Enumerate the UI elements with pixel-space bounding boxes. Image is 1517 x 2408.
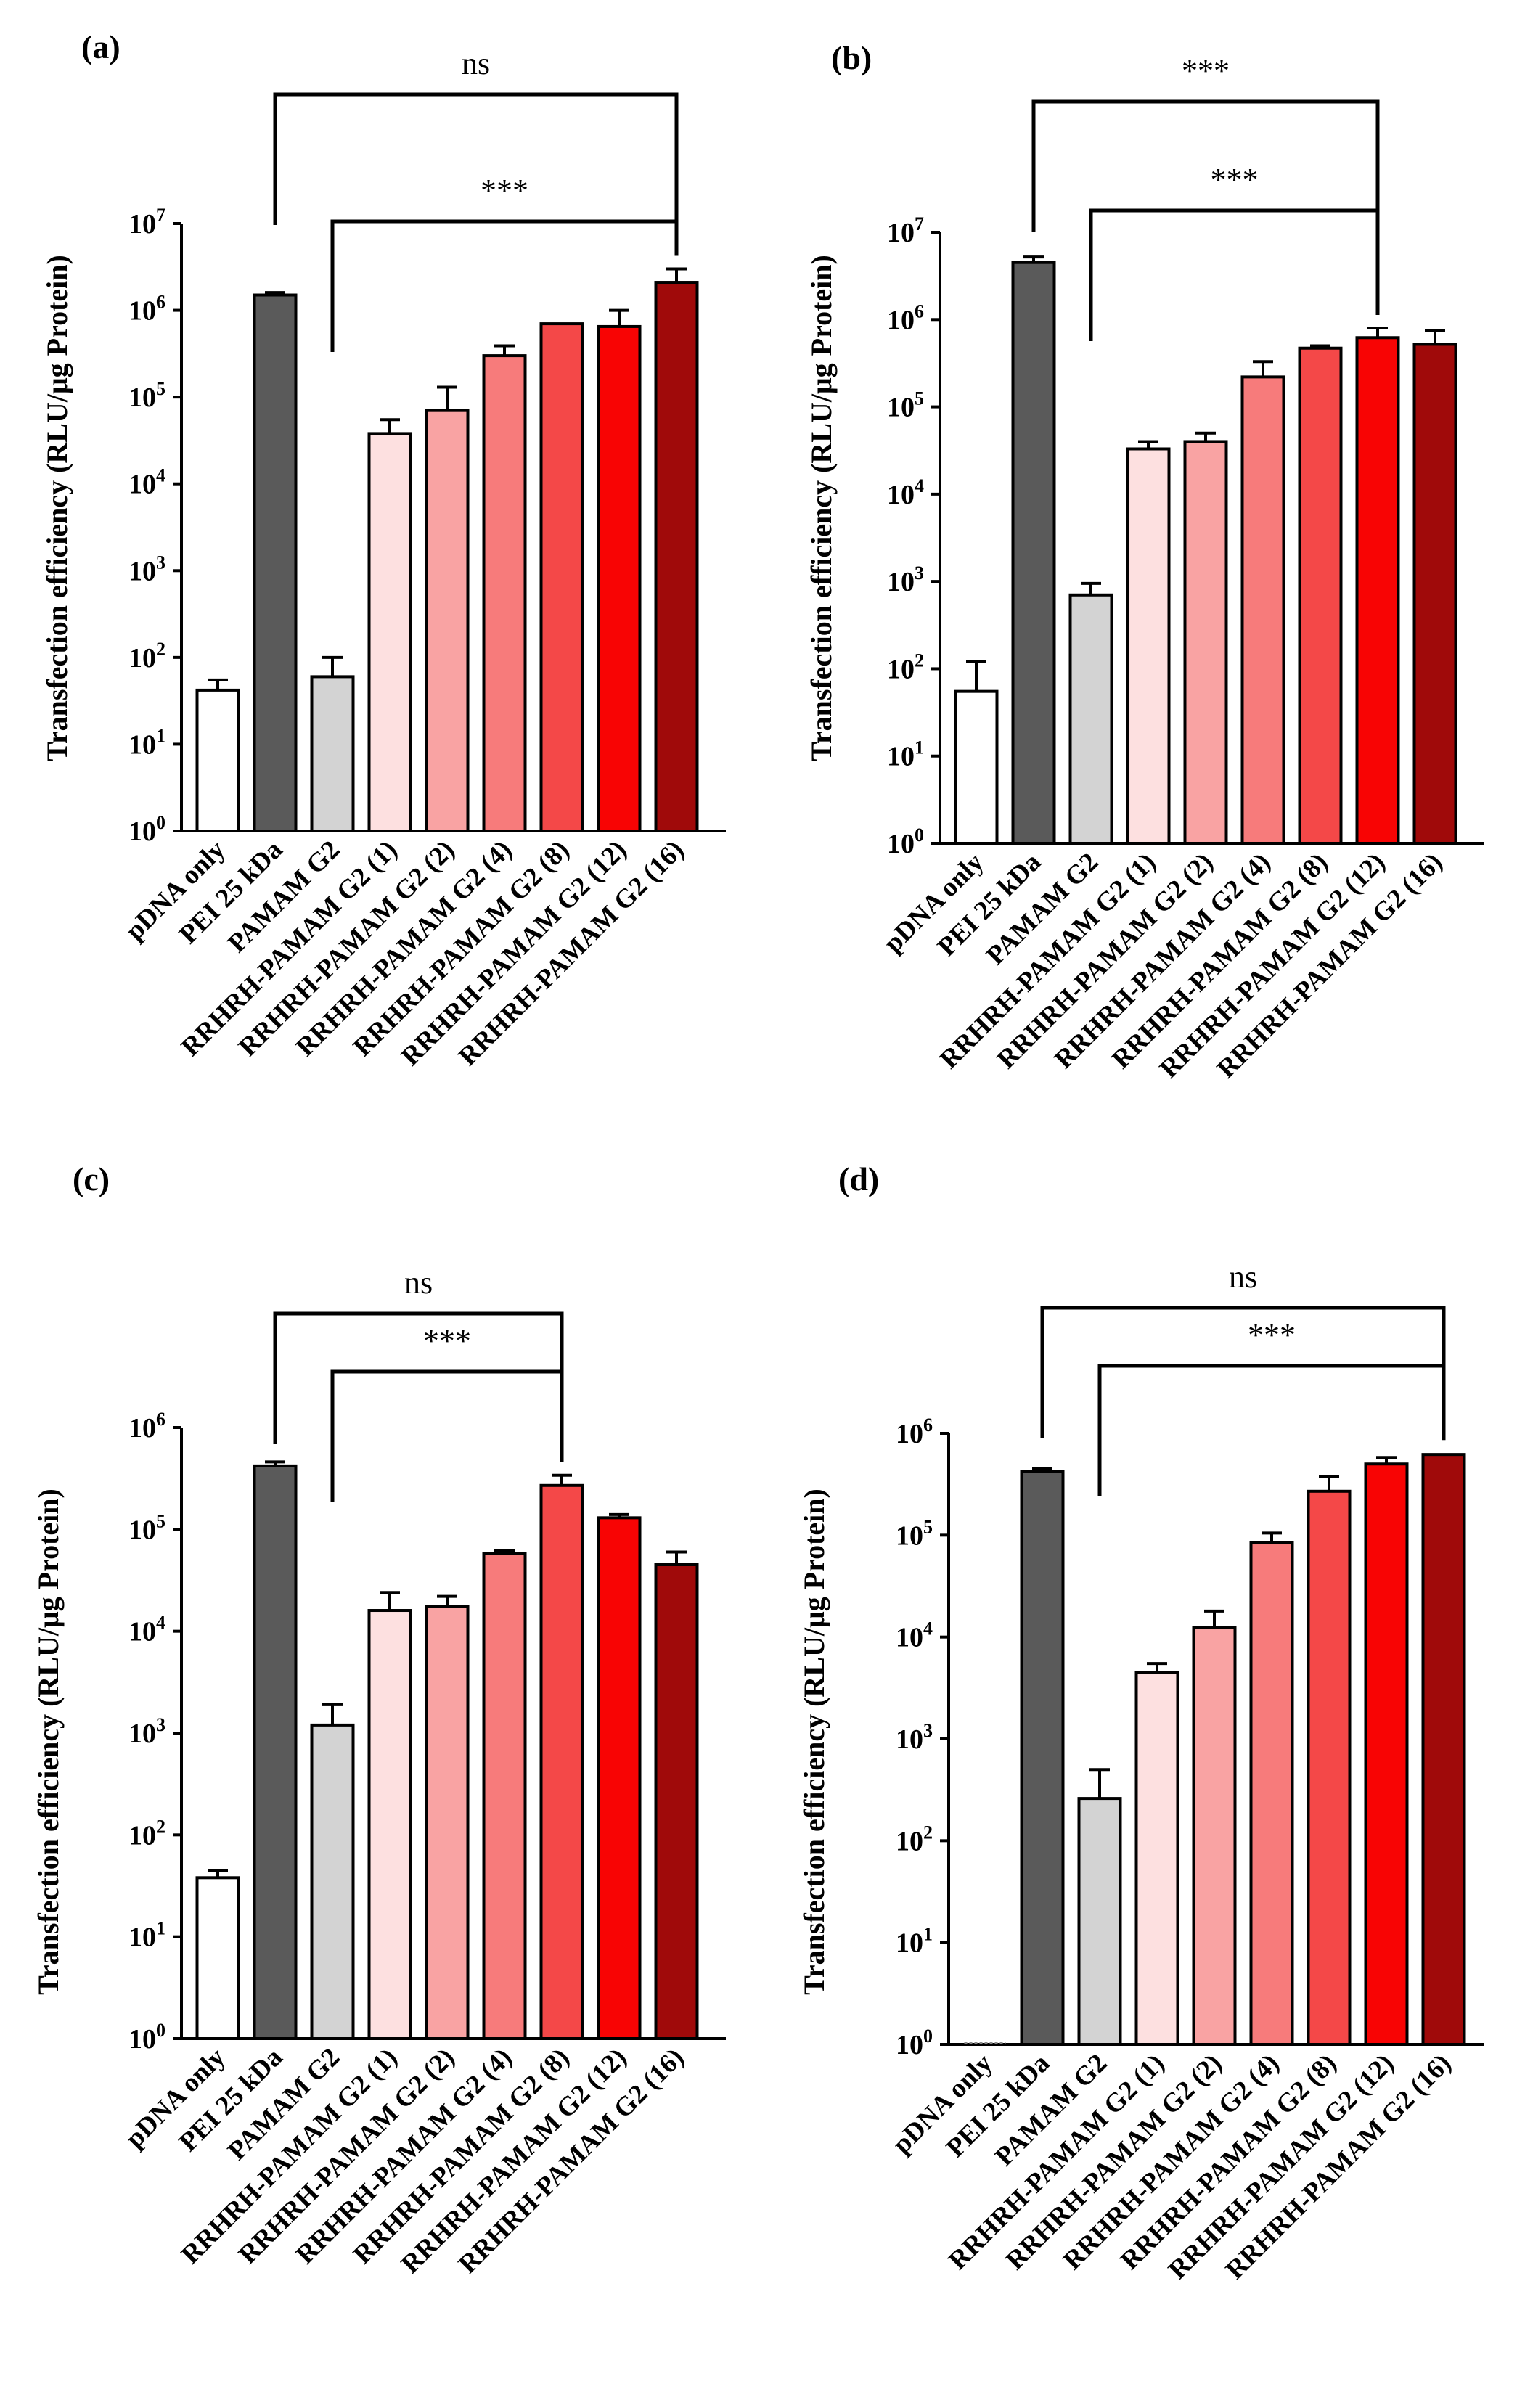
significance-bracket: [273, 92, 679, 225]
chart-svg: (c) Transfection efficiency (RLU/μg Prote…: [32, 1160, 726, 2280]
y-tick-label: 103: [896, 1720, 933, 1755]
y-tick-label: 104: [128, 1613, 165, 1647]
panel-label: (d): [838, 1160, 879, 1197]
y-tick-label: 106: [896, 1414, 933, 1449]
significance-label: ***: [423, 1323, 471, 1359]
y-tick-label: 106: [128, 292, 165, 327]
bar: [253, 293, 298, 832]
bar: [539, 322, 584, 833]
y-tick-label: 100: [887, 824, 924, 859]
bar: [654, 1563, 699, 2040]
y-tick-label: 104: [128, 465, 165, 500]
y-tick-label: 107: [887, 213, 924, 248]
bar: [1183, 440, 1228, 845]
bar: [1020, 1470, 1065, 2047]
y-tick-label: 102: [896, 1822, 933, 1856]
bar: [310, 1723, 355, 2040]
y-tick-label: 101: [128, 1918, 165, 1953]
chart-svg: (a) Transfection efficiency (RLU/μg Prote…: [41, 28, 726, 1072]
y-tick-label: 105: [128, 1510, 165, 1545]
bar: [1068, 593, 1113, 845]
panel-c-chart: (c) Transfection efficiency (RLU/μg Prote…: [0, 1139, 758, 2408]
bar: [654, 281, 699, 832]
bar: [1364, 1462, 1409, 2046]
y-tick-label: 104: [887, 475, 924, 510]
y-axis-label: Transfection efficiency (RLU/μg Protein): [41, 255, 73, 761]
y-tick-label: 101: [896, 1924, 933, 1959]
y-tick-label: 103: [128, 1714, 165, 1749]
y-tick-label: 105: [896, 1516, 933, 1551]
bar: [310, 675, 355, 832]
significance-bracket: [330, 219, 679, 352]
panel-b-chart: (b) Transfection efficiency (RLU/μg Prote…: [758, 0, 1517, 1139]
bar: [367, 432, 412, 832]
panel-label: (b): [831, 39, 872, 76]
significance-label: ***: [1211, 162, 1259, 197]
panel-a-chart: (a) Transfection efficiency (RLU/μg Prote…: [0, 0, 758, 1139]
y-tick-label: 102: [128, 639, 165, 673]
significance-bracket: [330, 1369, 564, 1502]
bar: [367, 1609, 412, 2040]
chart-svg: (b) Transfection efficiency (RLU/μg Prote…: [805, 39, 1484, 1084]
bar: [597, 1516, 642, 2040]
bar: [1240, 375, 1285, 845]
y-tick-label: 103: [887, 562, 924, 597]
bar: [1307, 1489, 1352, 2046]
bar: [482, 1552, 527, 2040]
significance-label: ***: [481, 173, 528, 208]
bar: [195, 688, 240, 832]
y-axis-label: Transfection efficiency (RLU/μg Protein): [32, 1488, 65, 1995]
bar: [195, 1876, 240, 2041]
bar: [253, 1464, 298, 2041]
y-tick-label: 100: [128, 812, 165, 847]
y-tick-label: 106: [128, 1409, 165, 1443]
panel-label: (a): [81, 28, 120, 65]
bar: [597, 324, 642, 832]
y-tick-label: 105: [128, 378, 165, 413]
y-axis-label: Transfection efficiency (RLU/μg Protein): [798, 1488, 830, 1995]
panel-d-chart: (d) Transfection efficiency (RLU/μg Prote…: [758, 1139, 1517, 2408]
significance-bracket: [273, 1311, 564, 1444]
bar: [1249, 1541, 1294, 2046]
significance-bracket: [1089, 208, 1380, 341]
bar: [1077, 1797, 1122, 2046]
y-tick-label: 105: [887, 388, 924, 423]
y-tick-label: 107: [128, 205, 165, 239]
bar: [539, 1483, 584, 2040]
bar: [1421, 1453, 1466, 2047]
bar: [1126, 447, 1171, 845]
significance-label: ***: [1248, 1317, 1296, 1353]
bar: [425, 409, 470, 832]
bar: [954, 689, 999, 845]
significance-bracket: [1097, 1364, 1446, 1496]
bar: [1412, 343, 1457, 845]
y-tick-label: 104: [896, 1618, 933, 1653]
bar: [1192, 1626, 1237, 2046]
y-tick-label: 102: [887, 650, 924, 684]
bar: [1011, 261, 1056, 845]
bar: [1134, 1671, 1179, 2046]
significance-label: ns: [404, 1265, 433, 1301]
significance-bracket: [1040, 1306, 1446, 1438]
bar: [425, 1605, 470, 2040]
y-axis-label: Transfection efficiency (RLU/μg Protein): [805, 255, 838, 761]
y-tick-label: 103: [128, 552, 165, 586]
significance-label: ns: [462, 46, 490, 81]
bar: [1298, 346, 1343, 845]
y-tick-label: 101: [128, 725, 165, 760]
chart-svg: (d) Transfection efficiency (RLU/μg Prote…: [798, 1160, 1484, 2285]
significance-label: ***: [1182, 53, 1230, 89]
bar: [1355, 336, 1400, 845]
y-tick-label: 106: [887, 300, 924, 335]
y-tick-label: 100: [128, 2020, 165, 2055]
y-tick-label: 101: [887, 737, 924, 772]
panel-label: (c): [73, 1160, 110, 1197]
y-tick-label: 100: [896, 2026, 933, 2060]
significance-label: ns: [1229, 1259, 1257, 1295]
significance-bracket: [1031, 99, 1380, 232]
bar: [482, 354, 527, 832]
y-tick-label: 102: [128, 1816, 165, 1851]
